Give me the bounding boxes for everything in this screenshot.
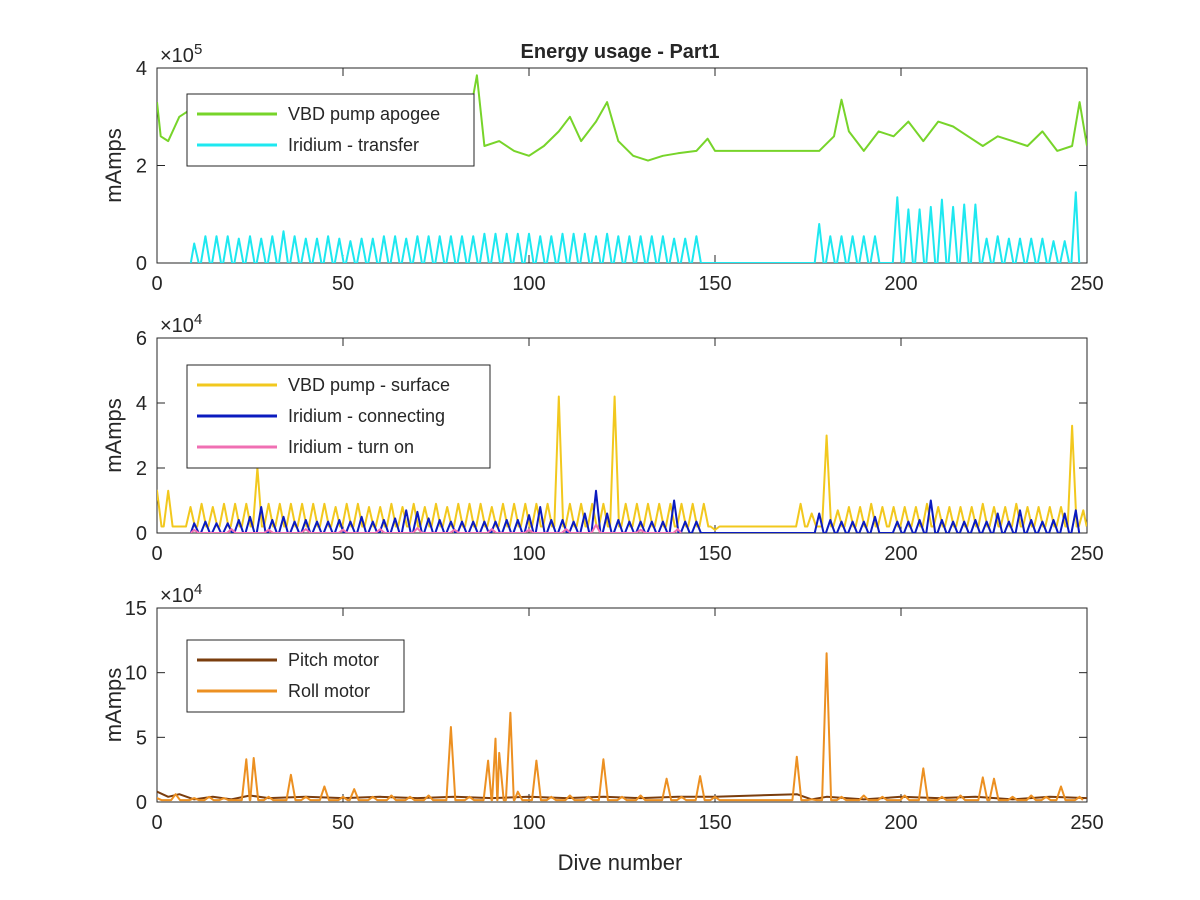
y-tick-label: 2 [136, 156, 147, 178]
series-line-iridium-connecting [189, 489, 1081, 533]
x-tick-label: 0 [151, 812, 162, 834]
legend-entry: VBD pump - surface [288, 375, 450, 395]
x-axis-label: Dive number [558, 850, 683, 875]
x-tick-label: 200 [884, 273, 917, 295]
legend-entry: VBD pump apogee [288, 104, 440, 124]
x-tick-label: 100 [512, 812, 545, 834]
x-tick-label: 0 [151, 543, 162, 565]
x-tick-label: 200 [884, 543, 917, 565]
y-axis-label: mAmps [101, 128, 126, 203]
x-tick-label: 50 [332, 812, 354, 834]
y-axis-label: mAmps [101, 398, 126, 473]
series-line-roll-motor [157, 652, 1084, 802]
x-tick-label: 150 [698, 812, 731, 834]
legend-box [186, 639, 405, 713]
y-tick-label: 0 [136, 253, 147, 275]
x-tick-label: 250 [1070, 543, 1103, 565]
x-tick-label: 150 [698, 543, 731, 565]
y-axis-label: mAmps [101, 668, 126, 743]
y-tick-label: 5 [136, 727, 147, 749]
x-tick-label: 250 [1070, 812, 1103, 834]
figure-title: Energy usage - Part1 [521, 41, 720, 63]
legend-entry: Pitch motor [288, 650, 379, 670]
x-tick-label: 200 [884, 812, 917, 834]
y-tick-label: 4 [136, 58, 147, 80]
y-tick-label: 15 [125, 598, 147, 620]
legend-entry: Iridium - turn on [288, 437, 414, 457]
x-tick-label: 100 [512, 273, 545, 295]
y-tick-label: 0 [136, 792, 147, 814]
y-tick-label: 10 [125, 663, 147, 685]
series-line-iridium-transfer [189, 191, 1081, 263]
x-tick-label: 0 [151, 273, 162, 295]
legend-box [186, 93, 475, 167]
y-tick-label: 2 [136, 458, 147, 480]
y-tick-label: 4 [136, 393, 147, 415]
x-tick-label: 250 [1070, 273, 1103, 295]
y-tick-label: 0 [136, 523, 147, 545]
x-tick-label: 50 [332, 543, 354, 565]
legend-entry: Iridium - transfer [288, 135, 419, 155]
x-tick-label: 50 [332, 273, 354, 295]
x-tick-label: 100 [512, 543, 545, 565]
legend-entry: Iridium - connecting [288, 406, 445, 426]
y-tick-label: 6 [136, 328, 147, 350]
x-tick-label: 150 [698, 273, 731, 295]
series-line-iridium-turn-on [190, 523, 682, 533]
legend-entry: Roll motor [288, 681, 370, 701]
